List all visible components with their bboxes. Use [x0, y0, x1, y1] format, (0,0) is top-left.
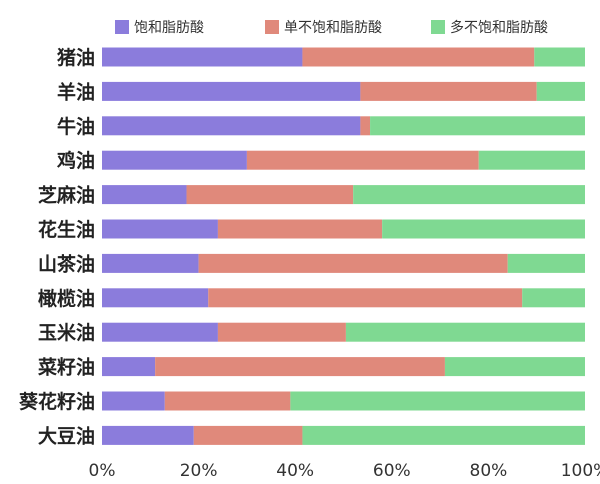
category-label: 羊油	[57, 80, 95, 103]
x-tick-label: 0%	[89, 461, 116, 481]
bar-segment	[478, 150, 585, 170]
bar-segment	[102, 288, 209, 308]
bar-segment	[353, 185, 585, 205]
bar-segment	[534, 47, 585, 67]
bar-segment	[217, 219, 383, 239]
bar-segment	[217, 322, 346, 342]
category-label: 葵花籽油	[18, 390, 95, 413]
x-tick-label: 20%	[180, 461, 218, 481]
category-label: 芝麻油	[38, 184, 95, 207]
bar-segment	[522, 288, 585, 308]
category-label: 大豆油	[38, 424, 95, 447]
bar-segment	[360, 116, 371, 136]
category-label: 山茶油	[38, 252, 95, 275]
bar-segment	[290, 391, 585, 411]
bar-segment	[155, 357, 445, 377]
bar-segment	[302, 425, 585, 445]
bar-segment	[302, 47, 535, 67]
bar-segment	[164, 391, 291, 411]
legend-label: 单不饱和脂肪酸	[284, 20, 382, 36]
category-label: 花生油	[38, 218, 95, 241]
bar-segment	[102, 391, 165, 411]
bar-segment	[208, 288, 523, 308]
legend-label: 多不饱和脂肪酸	[450, 19, 548, 36]
bar-segment	[382, 219, 585, 239]
legend-label: 饱和脂肪酸	[134, 20, 204, 36]
bar-segment	[102, 47, 303, 67]
bar-segment	[536, 81, 585, 101]
bar-segment	[102, 150, 247, 170]
bar-segment	[246, 150, 479, 170]
bars	[102, 47, 585, 445]
category-label: 猪油	[56, 47, 95, 69]
legend-swatch	[115, 20, 129, 34]
legend: 饱和脂肪酸 单不饱和脂肪酸 多不饱和脂肪酸	[115, 19, 548, 36]
bar-segment	[444, 357, 585, 377]
legend-swatch	[265, 20, 279, 34]
bar-segment	[507, 253, 585, 273]
bar-segment	[102, 253, 199, 273]
category-label: 牛油	[57, 115, 95, 138]
bar-segment	[345, 322, 585, 342]
bar-segment	[370, 116, 585, 136]
legend-swatch	[431, 20, 445, 34]
bar-segment	[360, 81, 537, 101]
x-tick-label: 40%	[276, 461, 314, 481]
x-tick-label: 80%	[470, 461, 508, 481]
category-label: 鸡油	[56, 149, 95, 172]
x-tick-label: 100%	[561, 461, 600, 481]
bar-segment	[102, 322, 218, 342]
category-label: 橄榄油	[38, 287, 95, 310]
bar-segment	[102, 425, 194, 445]
bar-segment	[102, 219, 218, 239]
bar-segment	[186, 185, 354, 205]
x-axis: 0% 20% 40% 60% 80% 100%	[89, 461, 600, 481]
bar-segment	[193, 425, 303, 445]
category-label: 玉米油	[38, 321, 95, 344]
bar-segment	[102, 81, 361, 101]
category-label: 菜籽油	[37, 356, 95, 379]
bar-segment	[102, 116, 361, 136]
x-tick-label: 60%	[373, 461, 411, 481]
bar-segment	[102, 185, 187, 205]
bar-segment	[102, 357, 156, 377]
bar-segment	[198, 253, 508, 273]
